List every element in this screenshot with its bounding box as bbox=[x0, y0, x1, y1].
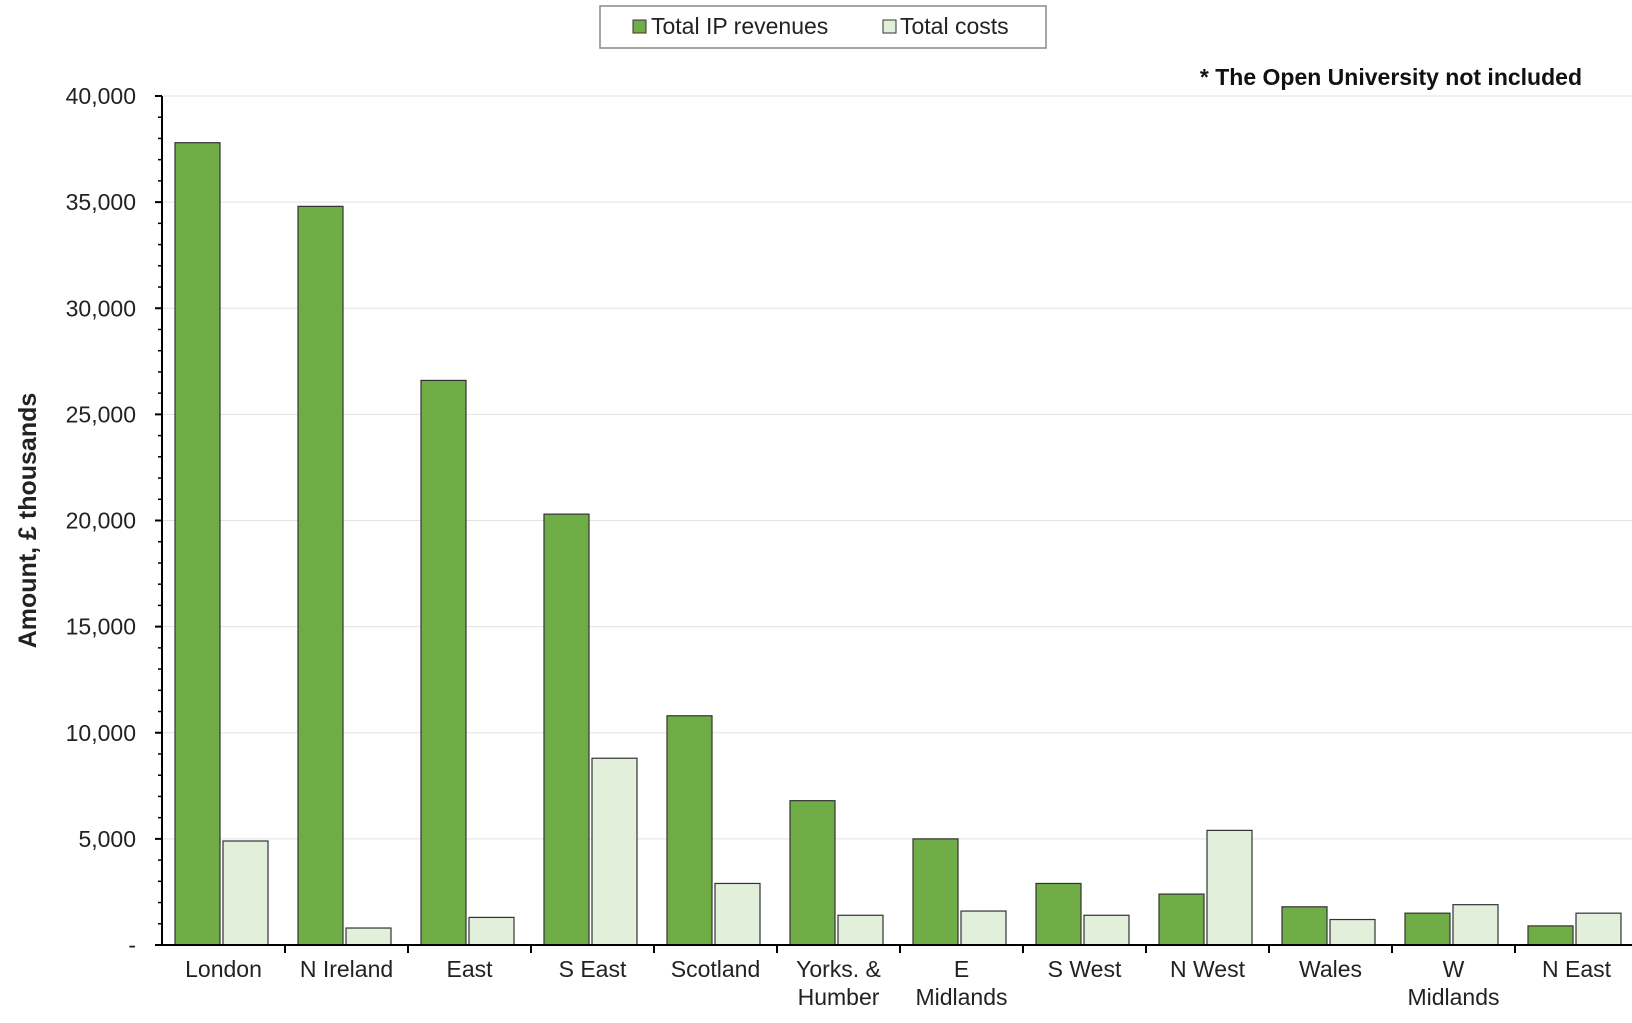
x-category-label: N East bbox=[1542, 956, 1612, 982]
bar-cost-5 bbox=[837, 914, 884, 946]
x-category-labels: London N Ireland East S East Scotland Yorks. … bbox=[185, 956, 1611, 1010]
bar-cost-8 bbox=[1206, 829, 1253, 946]
y-tick-label: 35,000 bbox=[66, 189, 136, 215]
y-tick-label: 5,000 bbox=[78, 826, 136, 852]
bars bbox=[174, 142, 1622, 946]
x-category-label: S West bbox=[1048, 956, 1122, 982]
bar-revenue-7 bbox=[1035, 882, 1082, 946]
legend-swatch-costs bbox=[882, 19, 897, 34]
x-category-label: W Midlands bbox=[1407, 956, 1499, 1010]
axes bbox=[155, 95, 1632, 953]
annotation-note: * The Open University not included bbox=[1200, 64, 1582, 90]
x-category-label: Yorks. & Humber bbox=[796, 956, 881, 1010]
bar-cost-4 bbox=[714, 882, 761, 946]
y-tick-label: 30,000 bbox=[66, 295, 136, 321]
y-tick-labels: - 5,000 10,000 15,000 20,000 25,000 30,000 35,0… bbox=[66, 83, 136, 958]
y-tick-label: 10,000 bbox=[66, 720, 136, 746]
bar-cost-9 bbox=[1329, 918, 1376, 946]
bar-cost-10 bbox=[1452, 904, 1499, 946]
x-category-label: N West bbox=[1170, 956, 1246, 982]
x-category-label: Scotland bbox=[671, 956, 761, 982]
bar-revenue-6 bbox=[912, 838, 959, 946]
bar-cost-3 bbox=[591, 757, 638, 946]
bar-revenue-1 bbox=[297, 205, 344, 946]
x-category-label: Wales bbox=[1299, 956, 1362, 982]
y-tick-label: - bbox=[128, 932, 136, 958]
legend-swatch-revenues bbox=[632, 19, 647, 34]
bar-cost-6 bbox=[960, 910, 1007, 946]
bar-revenue-4 bbox=[666, 715, 713, 946]
x-category-label: East bbox=[446, 956, 493, 982]
y-tick-label: 15,000 bbox=[66, 614, 136, 640]
bar-revenue-10 bbox=[1404, 912, 1451, 946]
legend-label-revenues: Total IP revenues bbox=[651, 13, 828, 39]
bar-revenue-5 bbox=[789, 800, 836, 946]
bar-revenue-3 bbox=[543, 513, 590, 946]
y-tick-label: 20,000 bbox=[66, 508, 136, 534]
legend: Total IP revenues Total costs bbox=[599, 5, 1047, 49]
bar-cost-2 bbox=[468, 916, 515, 946]
legend-box bbox=[599, 5, 1047, 49]
x-category-label: S East bbox=[559, 956, 627, 982]
legend-label-costs: Total costs bbox=[900, 13, 1009, 39]
x-category-label: N Ireland bbox=[300, 956, 393, 982]
y-tick-label: 25,000 bbox=[66, 401, 136, 427]
bar-cost-11 bbox=[1575, 912, 1622, 946]
bar-revenue-11 bbox=[1527, 925, 1574, 946]
bar-revenue-0 bbox=[174, 142, 221, 946]
x-category-label: E Midlands bbox=[915, 956, 1007, 1010]
gridlines bbox=[162, 95, 1632, 840]
y-tick-label: 40,000 bbox=[66, 83, 136, 109]
bar-revenue-2 bbox=[420, 379, 467, 946]
bar-revenue-9 bbox=[1281, 906, 1328, 946]
x-category-label: London bbox=[185, 956, 262, 982]
y-axis-title: Amount, £ thousands bbox=[14, 393, 42, 649]
bar-cost-1 bbox=[345, 927, 392, 946]
bar-cost-7 bbox=[1083, 914, 1130, 946]
bar-revenue-8 bbox=[1158, 893, 1205, 946]
bar-cost-0 bbox=[222, 840, 269, 946]
